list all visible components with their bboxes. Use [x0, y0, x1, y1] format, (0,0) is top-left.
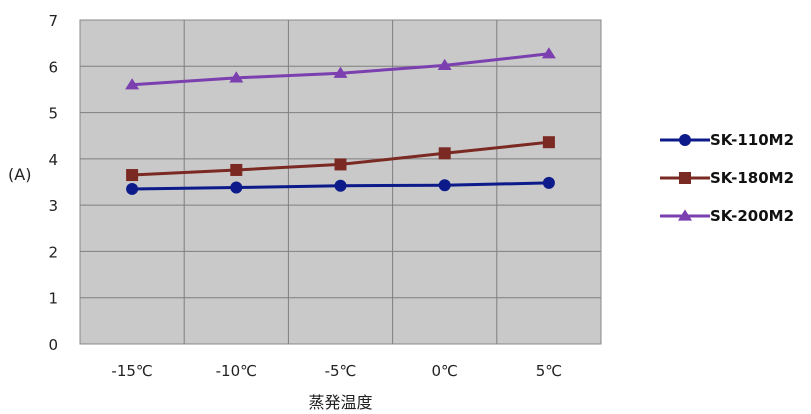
data-point: [229, 71, 244, 83]
data-point: [125, 78, 140, 90]
y-tick-label: 1: [48, 290, 58, 308]
x-tick-label: 5℃: [536, 362, 562, 380]
data-point: [542, 176, 555, 189]
data-point: [541, 47, 556, 59]
data-point: [230, 181, 243, 194]
legend-label: SK-200M2: [710, 207, 794, 225]
y-tick-label: 2: [48, 243, 58, 261]
x-tick-label: -10℃: [216, 362, 257, 380]
x-tick-label: -15℃: [111, 362, 152, 380]
data-point: [334, 179, 347, 192]
data-point: [230, 163, 243, 176]
y-tick-label: 6: [48, 58, 58, 76]
x-tick-label: -5℃: [325, 362, 357, 380]
data-point: [437, 58, 452, 70]
data-point: [333, 66, 348, 78]
x-axis-ticks: -15℃ -10℃ -5℃ 0℃ 5℃: [111, 362, 562, 380]
gridlines: [80, 20, 601, 344]
legend-item: SK-200M2: [660, 207, 794, 225]
legend-label: SK-180M2: [710, 169, 794, 187]
data-point: [126, 169, 139, 182]
data-point: [438, 179, 451, 192]
legend-item: SK-180M2: [660, 169, 794, 187]
y-axis-label: (A): [8, 165, 31, 184]
y-tick-label: 4: [48, 151, 58, 169]
data-point: [334, 158, 347, 171]
legend: SK-110M2 SK-180M2 SK-200M2: [660, 131, 794, 225]
y-axis-ticks: 0 1 2 3 4 5 6 7: [48, 12, 58, 354]
series-2: [126, 136, 555, 182]
legend-marker: [678, 209, 692, 221]
series-group: [125, 47, 556, 195]
legend-item: SK-110M2: [660, 131, 794, 149]
series-1: [126, 176, 555, 195]
data-point: [542, 136, 555, 149]
legend-label: SK-110M2: [710, 131, 794, 149]
y-tick-label: 3: [48, 197, 58, 215]
legend-marker: [679, 172, 691, 184]
data-point: [126, 182, 139, 195]
x-tick-label: 0℃: [432, 362, 458, 380]
data-point: [438, 147, 451, 160]
y-tick-label: 7: [48, 12, 58, 30]
legend-marker: [679, 134, 691, 146]
y-tick-label: 0: [48, 336, 58, 354]
x-axis-label: 蒸発温度: [308, 393, 372, 412]
series-3: [125, 47, 556, 90]
y-tick-label: 5: [48, 105, 58, 123]
